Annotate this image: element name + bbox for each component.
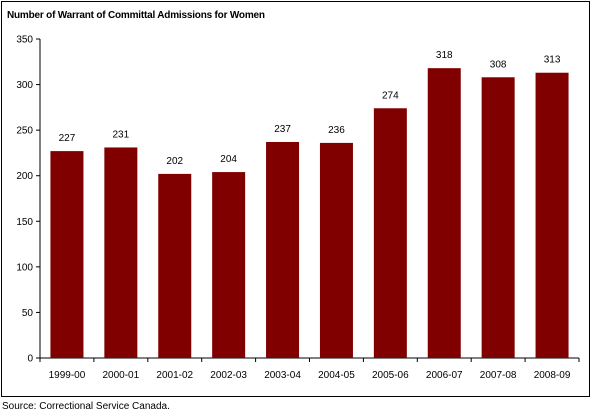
bar-value-label: 274 [382, 90, 399, 101]
bar [158, 173, 192, 358]
y-tick-label: 250 [16, 126, 33, 137]
x-tick-label: 2001-02 [156, 370, 193, 381]
bars-group [50, 68, 569, 359]
bar [104, 147, 138, 358]
bar-value-label: 231 [113, 129, 130, 140]
bar-chart: 0 50 100 150 200 250 300 350 227 1999-00 231 2000-… [16, 35, 580, 381]
bar [427, 68, 461, 358]
bar-value-label: 202 [166, 156, 183, 167]
y-tick-label: 300 [16, 80, 33, 91]
bar-value-label: 308 [490, 59, 507, 70]
chart-title: Number of Warrant of Committal Admission… [7, 10, 265, 21]
y-tick-label: 100 [16, 262, 33, 273]
y-tick-label: 0 [27, 354, 33, 365]
x-tick-label: 2005-06 [372, 370, 409, 381]
x-tick-label: 2004-05 [318, 370, 355, 381]
bar-value-label: 227 [59, 133, 76, 144]
x-tick-label: 1999-00 [49, 370, 86, 381]
labels-group: 227 1999-00 231 2000-01 202 2001-02 204 2002-03… [49, 50, 571, 381]
x-tick-label: 2007-08 [480, 370, 517, 381]
bar [535, 72, 569, 359]
x-tick-label: 2003-04 [264, 370, 301, 381]
y-tick-label: 200 [16, 171, 33, 182]
bar-value-label: 236 [328, 125, 345, 136]
bar-value-label: 318 [436, 50, 453, 61]
source-note: Source: Correctional Service Canada. [2, 401, 170, 412]
bar [50, 151, 84, 358]
y-tick-label: 50 [22, 308, 34, 319]
y-tick-label: 150 [16, 217, 33, 228]
bar [373, 108, 407, 358]
bar [319, 142, 353, 358]
bar [212, 172, 246, 358]
bar-value-label: 204 [220, 154, 237, 165]
x-tick-label: 2008-09 [534, 370, 571, 381]
bar-value-label: 313 [544, 55, 561, 66]
x-tick-label: 2000-01 [102, 370, 139, 381]
bar-value-label: 237 [274, 124, 291, 135]
x-tick-label: 2006-07 [426, 370, 463, 381]
y-tick-label: 350 [16, 35, 33, 46]
x-tick-label: 2002-03 [210, 370, 247, 381]
bar [266, 141, 300, 358]
bar [481, 77, 515, 358]
